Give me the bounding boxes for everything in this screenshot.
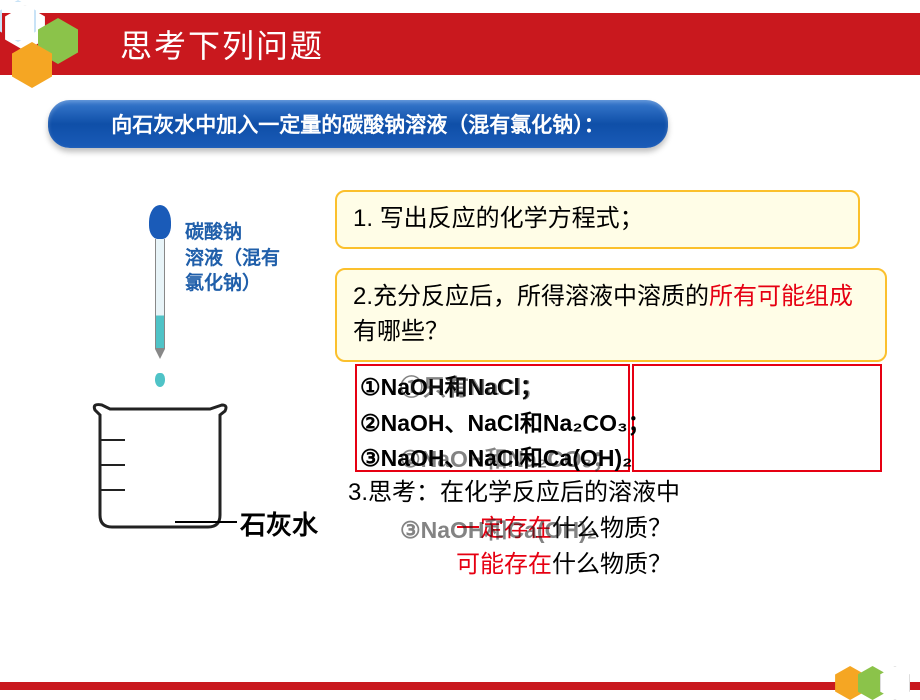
footer-bar [0, 682, 920, 690]
q2-prefix: 2. [353, 283, 373, 310]
liquid-drop-icon [155, 373, 165, 387]
q3-line3-b: 什么物质？ [552, 551, 672, 578]
answer-2-main: ②NaOH、NaCl和Na₂CO₃； [360, 410, 651, 436]
q3-line3-red: 可能存在 [456, 551, 552, 578]
subtitle-text: 向石灰水中加入一定量的碳酸钠溶液（混有氯化钠）： [111, 109, 605, 139]
answer-line-2: ②NaOH和Na₂CO₃； ②NaOH、NaCl和Na₂CO₃； [360, 406, 880, 442]
hex-logo-cluster [0, 0, 110, 90]
answer-3-main: ③NaOH、NaCl和Ca(OH)₂ [360, 445, 632, 471]
footer-hex-white [880, 666, 910, 700]
beaker-label: 石灰水 [240, 505, 318, 542]
q2-red: 所有可能组成 [709, 283, 853, 310]
question-1-box: 1. 写出反应的化学方程式； [335, 190, 860, 249]
dropper-icon [145, 205, 175, 365]
q3-prefix: 3. [348, 479, 368, 506]
dropper-label: 碳酸钠 溶液（混有 氯化钠） [185, 220, 325, 297]
q1-prefix: 1. [353, 205, 373, 232]
beaker-icon [90, 395, 230, 530]
answer-1-overlap: ①只有NaCl； [400, 370, 544, 406]
answer-block: ①只有NaCl； ①NaOH和NaCl； ②NaOH和Na₂CO₃； ②NaOH… [360, 370, 880, 477]
q2-t2: 有哪些？ [353, 318, 449, 345]
footer-hex-cluster [847, 666, 910, 700]
experiment-illustration: 碳酸钠 溶液（混有 氯化钠） 石灰水 [30, 205, 330, 605]
header-title: 思考下列问题 [120, 21, 324, 67]
answer-3-overlap: ③NaOH和Ca(OH)₂ [400, 513, 597, 549]
subtitle-pill: 向石灰水中加入一定量的碳酸钠溶液（混有氯化钠）： [48, 100, 668, 148]
q2-t1: 充分反应后，所得溶液中溶质的 [373, 283, 709, 310]
answer-line-3: ③NaOH和Ca(OH)₂ ③NaOH、NaCl和Ca(OH)₂ [360, 441, 880, 477]
beaker-pointer-line [175, 521, 237, 523]
q3-line1: 思考：在化学反应后的溶液中 [368, 479, 680, 506]
q1-text: 写出反应的化学方程式； [380, 205, 644, 232]
question-2-box: 2.充分反应后，所得溶液中溶质的所有可能组成有哪些？ [335, 268, 887, 362]
header-bar: 思考下列问题 [0, 13, 920, 75]
answer-line-1: ①只有NaCl； ①NaOH和NaCl； [360, 370, 880, 406]
